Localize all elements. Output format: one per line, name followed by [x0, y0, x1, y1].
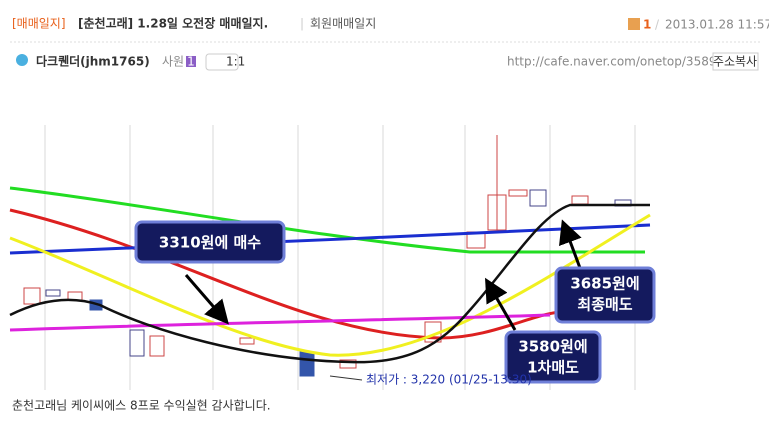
callout-text: 3310원에 매수	[159, 234, 261, 252]
callout-box	[554, 266, 656, 324]
post-date: 2013.01.28 11:57	[665, 18, 769, 32]
callout-text: 1차매도	[527, 359, 579, 377]
author-rank: 사원	[162, 55, 184, 69]
callout-text: 3580원에	[518, 338, 587, 356]
copy-label[interactable]: 주소복사	[713, 55, 757, 69]
low-pointer	[329, 375, 363, 381]
separator: |	[300, 17, 304, 31]
like-icon[interactable]	[628, 18, 640, 30]
author-name[interactable]: 다크퀜더(jhm1765)	[36, 54, 150, 69]
callout-box	[504, 330, 602, 384]
post-url[interactable]: http://cafe.naver.com/onetop/358950	[507, 55, 732, 69]
board-link[interactable]: 회원매매일지	[310, 17, 376, 31]
like-count[interactable]: 1	[643, 18, 651, 32]
copy-button[interactable]	[712, 52, 759, 71]
chat-button[interactable]	[205, 53, 239, 71]
level-badge	[186, 56, 196, 67]
slash: /	[655, 18, 660, 32]
category[interactable]: [매매일지]	[12, 17, 66, 31]
level: 1	[187, 55, 195, 69]
callout-box	[134, 220, 286, 264]
body-text: 춘천고래님 케이씨에스 8프로 수익실현 감사합니다.	[12, 398, 271, 413]
callout-text: 3685원에	[570, 275, 639, 293]
callout-text: 최종매도	[577, 296, 632, 314]
post-title: [춘천고래] 1.28일 오전장 매매일지.	[78, 16, 268, 31]
low-label: 최저가 : 3,220 (01/25-13:30)	[366, 373, 532, 387]
member-icon	[16, 54, 28, 66]
chat-label[interactable]: 1:1	[226, 55, 245, 69]
